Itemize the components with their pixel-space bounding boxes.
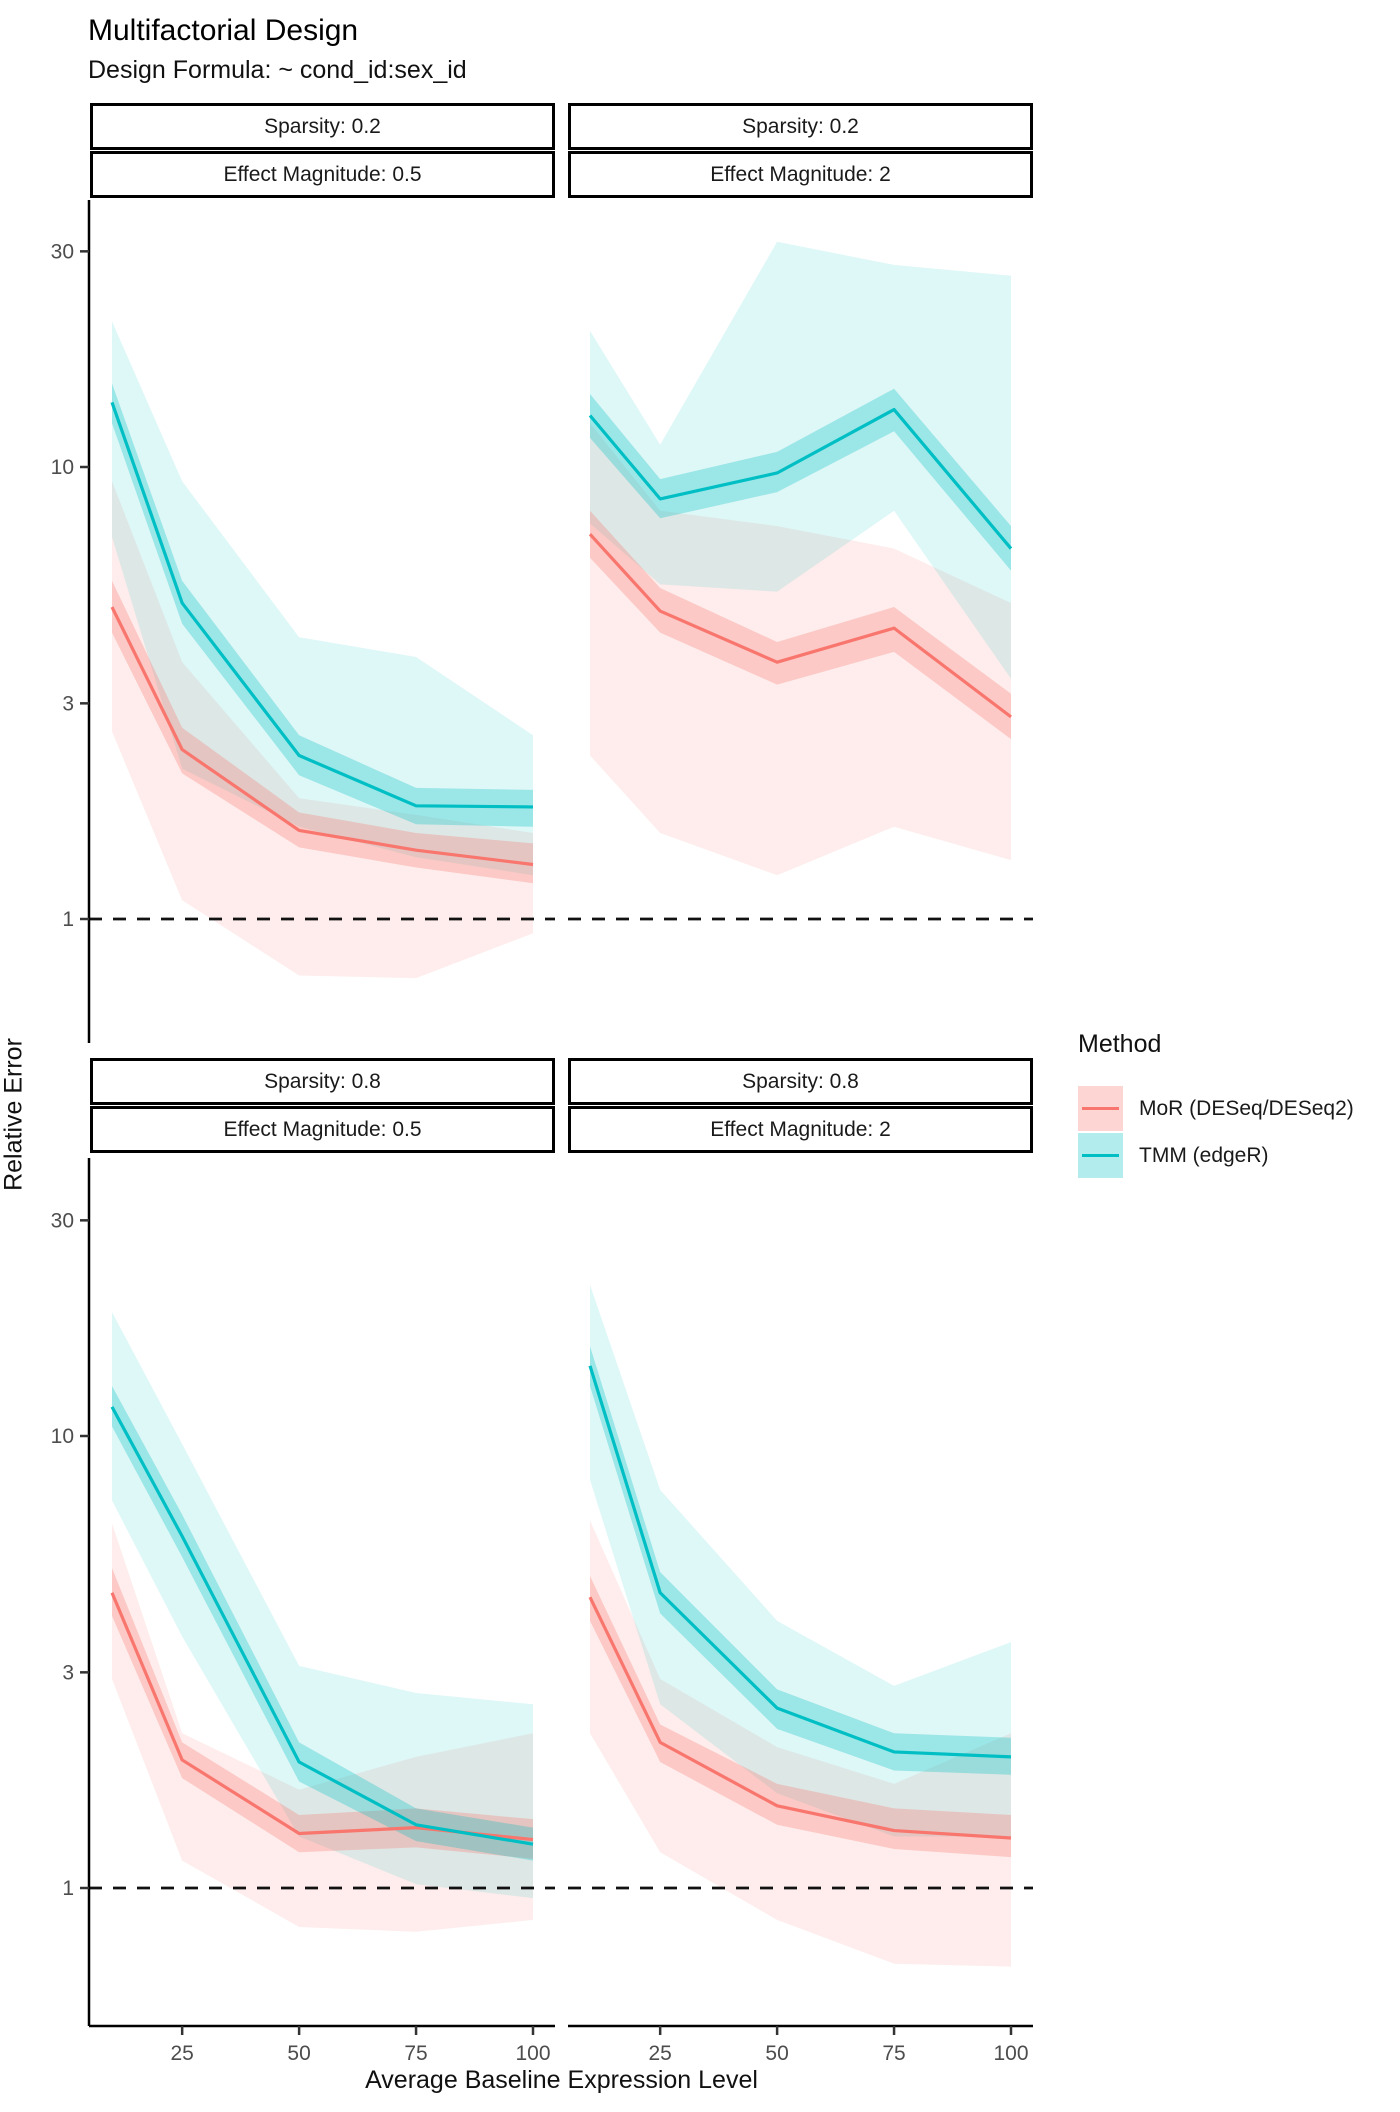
x-tick-label: 75 [404, 2042, 427, 2065]
panel-Sparsity: 0.8-Effect Magnitude: 2 [568, 1284, 1033, 1967]
facet-strip-col-bottom-left: Effect Magnitude: 0.5 [90, 1106, 555, 1153]
y-tick-label: 1 [62, 908, 74, 931]
facet-strip-row-top-left: Sparsity: 0.2 [90, 103, 555, 150]
series-line-TMM (edgeR) [110, 401, 534, 809]
y-tick-label: 3 [62, 1661, 74, 1684]
y-tick-label: 30 [51, 240, 74, 263]
y-tick-label: 10 [51, 456, 74, 479]
ribbon-inner-MoR (DESeq/DESeq2) [112, 580, 533, 884]
series-line-TMM (edgeR) [588, 1365, 1012, 1759]
ribbon-inner-MoR (DESeq/DESeq2) [590, 1576, 1011, 1858]
legend-entry-tmm: TMM (edgeR) [1078, 1133, 1269, 1178]
mor-key-line-icon [1082, 1107, 1119, 1110]
x-axis-title: Average Baseline Expression Level [365, 2066, 758, 2094]
ribbon-inner-MoR (DESeq/DESeq2) [590, 510, 1011, 740]
facet-strip-col-bottom-right: Effect Magnitude: 2 [568, 1106, 1033, 1153]
facet-strip-col-top-right: Effect Magnitude: 2 [568, 151, 1033, 198]
ribbon-inner-TMM (edgeR) [590, 388, 1011, 571]
y-tick-label: 10 [51, 1425, 74, 1448]
x-tick-label: 50 [287, 2042, 310, 2065]
series-line-TMM (edgeR) [110, 1406, 534, 1846]
x-tick-label: 25 [170, 2042, 193, 2065]
ribbon-inner-TMM (edgeR) [112, 383, 533, 827]
ribbon-inner-MoR (DESeq/DESeq2) [112, 1568, 533, 1859]
x-tick-label: 75 [882, 2042, 905, 2065]
tmm-key-line-icon [1082, 1154, 1119, 1157]
y-tick-label: 1 [62, 1877, 74, 1900]
ribbon-inner-TMM (edgeR) [112, 1386, 533, 1861]
facet-strip-row-bottom-right: Sparsity: 0.8 [568, 1058, 1033, 1105]
legend-entry-mor: MoR (DESeq/DESeq2) [1078, 1086, 1354, 1131]
x-tick-label: 100 [515, 2042, 550, 2065]
facet-strip-row-top-right: Sparsity: 0.2 [568, 103, 1033, 150]
x-tick-label: 50 [765, 2042, 788, 2065]
ribbon-outer-MoR (DESeq/DESeq2) [590, 1520, 1011, 1967]
legend-title: Method [1078, 1030, 1162, 1058]
page-subtitle: Design Formula: ~ cond_id:sex_id [88, 56, 467, 84]
series-line-MoR (DESeq/DESeq2) [588, 533, 1012, 719]
x-tick-label: 25 [648, 2042, 671, 2065]
y-tick-label: 3 [62, 692, 74, 715]
panel-Sparsity: 0.2-Effect Magnitude: 2 [568, 241, 1033, 921]
y-axis-title: Relative Error [0, 1038, 28, 1191]
legend-label-mor: MoR (DESeq/DESeq2) [1139, 1096, 1354, 1120]
panel-Sparsity: 0.2-Effect Magnitude: 0.5 [89, 321, 555, 979]
tmm-legend-swatch [1078, 1133, 1123, 1178]
facet-strip-row-bottom-left: Sparsity: 0.8 [90, 1058, 555, 1105]
legend-label-tmm: TMM (edgeR) [1139, 1143, 1269, 1167]
ribbon-outer-MoR (DESeq/DESeq2) [112, 481, 533, 979]
series-line-MoR (DESeq/DESeq2) [110, 606, 534, 867]
series-line-TMM (edgeR) [588, 407, 1013, 550]
ribbon-outer-TMM (edgeR) [590, 1284, 1011, 1837]
page-title: Multifactorial Design [88, 14, 359, 47]
facet-strip-col-top-left: Effect Magnitude: 0.5 [90, 151, 555, 198]
series-line-MoR (DESeq/DESeq2) [588, 1596, 1012, 1840]
mor-legend-swatch [1078, 1086, 1123, 1131]
panel-Sparsity: 0.8-Effect Magnitude: 0.5 [89, 1312, 555, 1932]
y-tick-label: 30 [51, 1209, 74, 1232]
ribbon-outer-TMM (edgeR) [112, 321, 533, 876]
ribbon-outer-MoR (DESeq/DESeq2) [590, 423, 1011, 876]
x-tick-label: 100 [993, 2042, 1028, 2065]
ribbon-outer-TMM (edgeR) [112, 1312, 533, 1899]
